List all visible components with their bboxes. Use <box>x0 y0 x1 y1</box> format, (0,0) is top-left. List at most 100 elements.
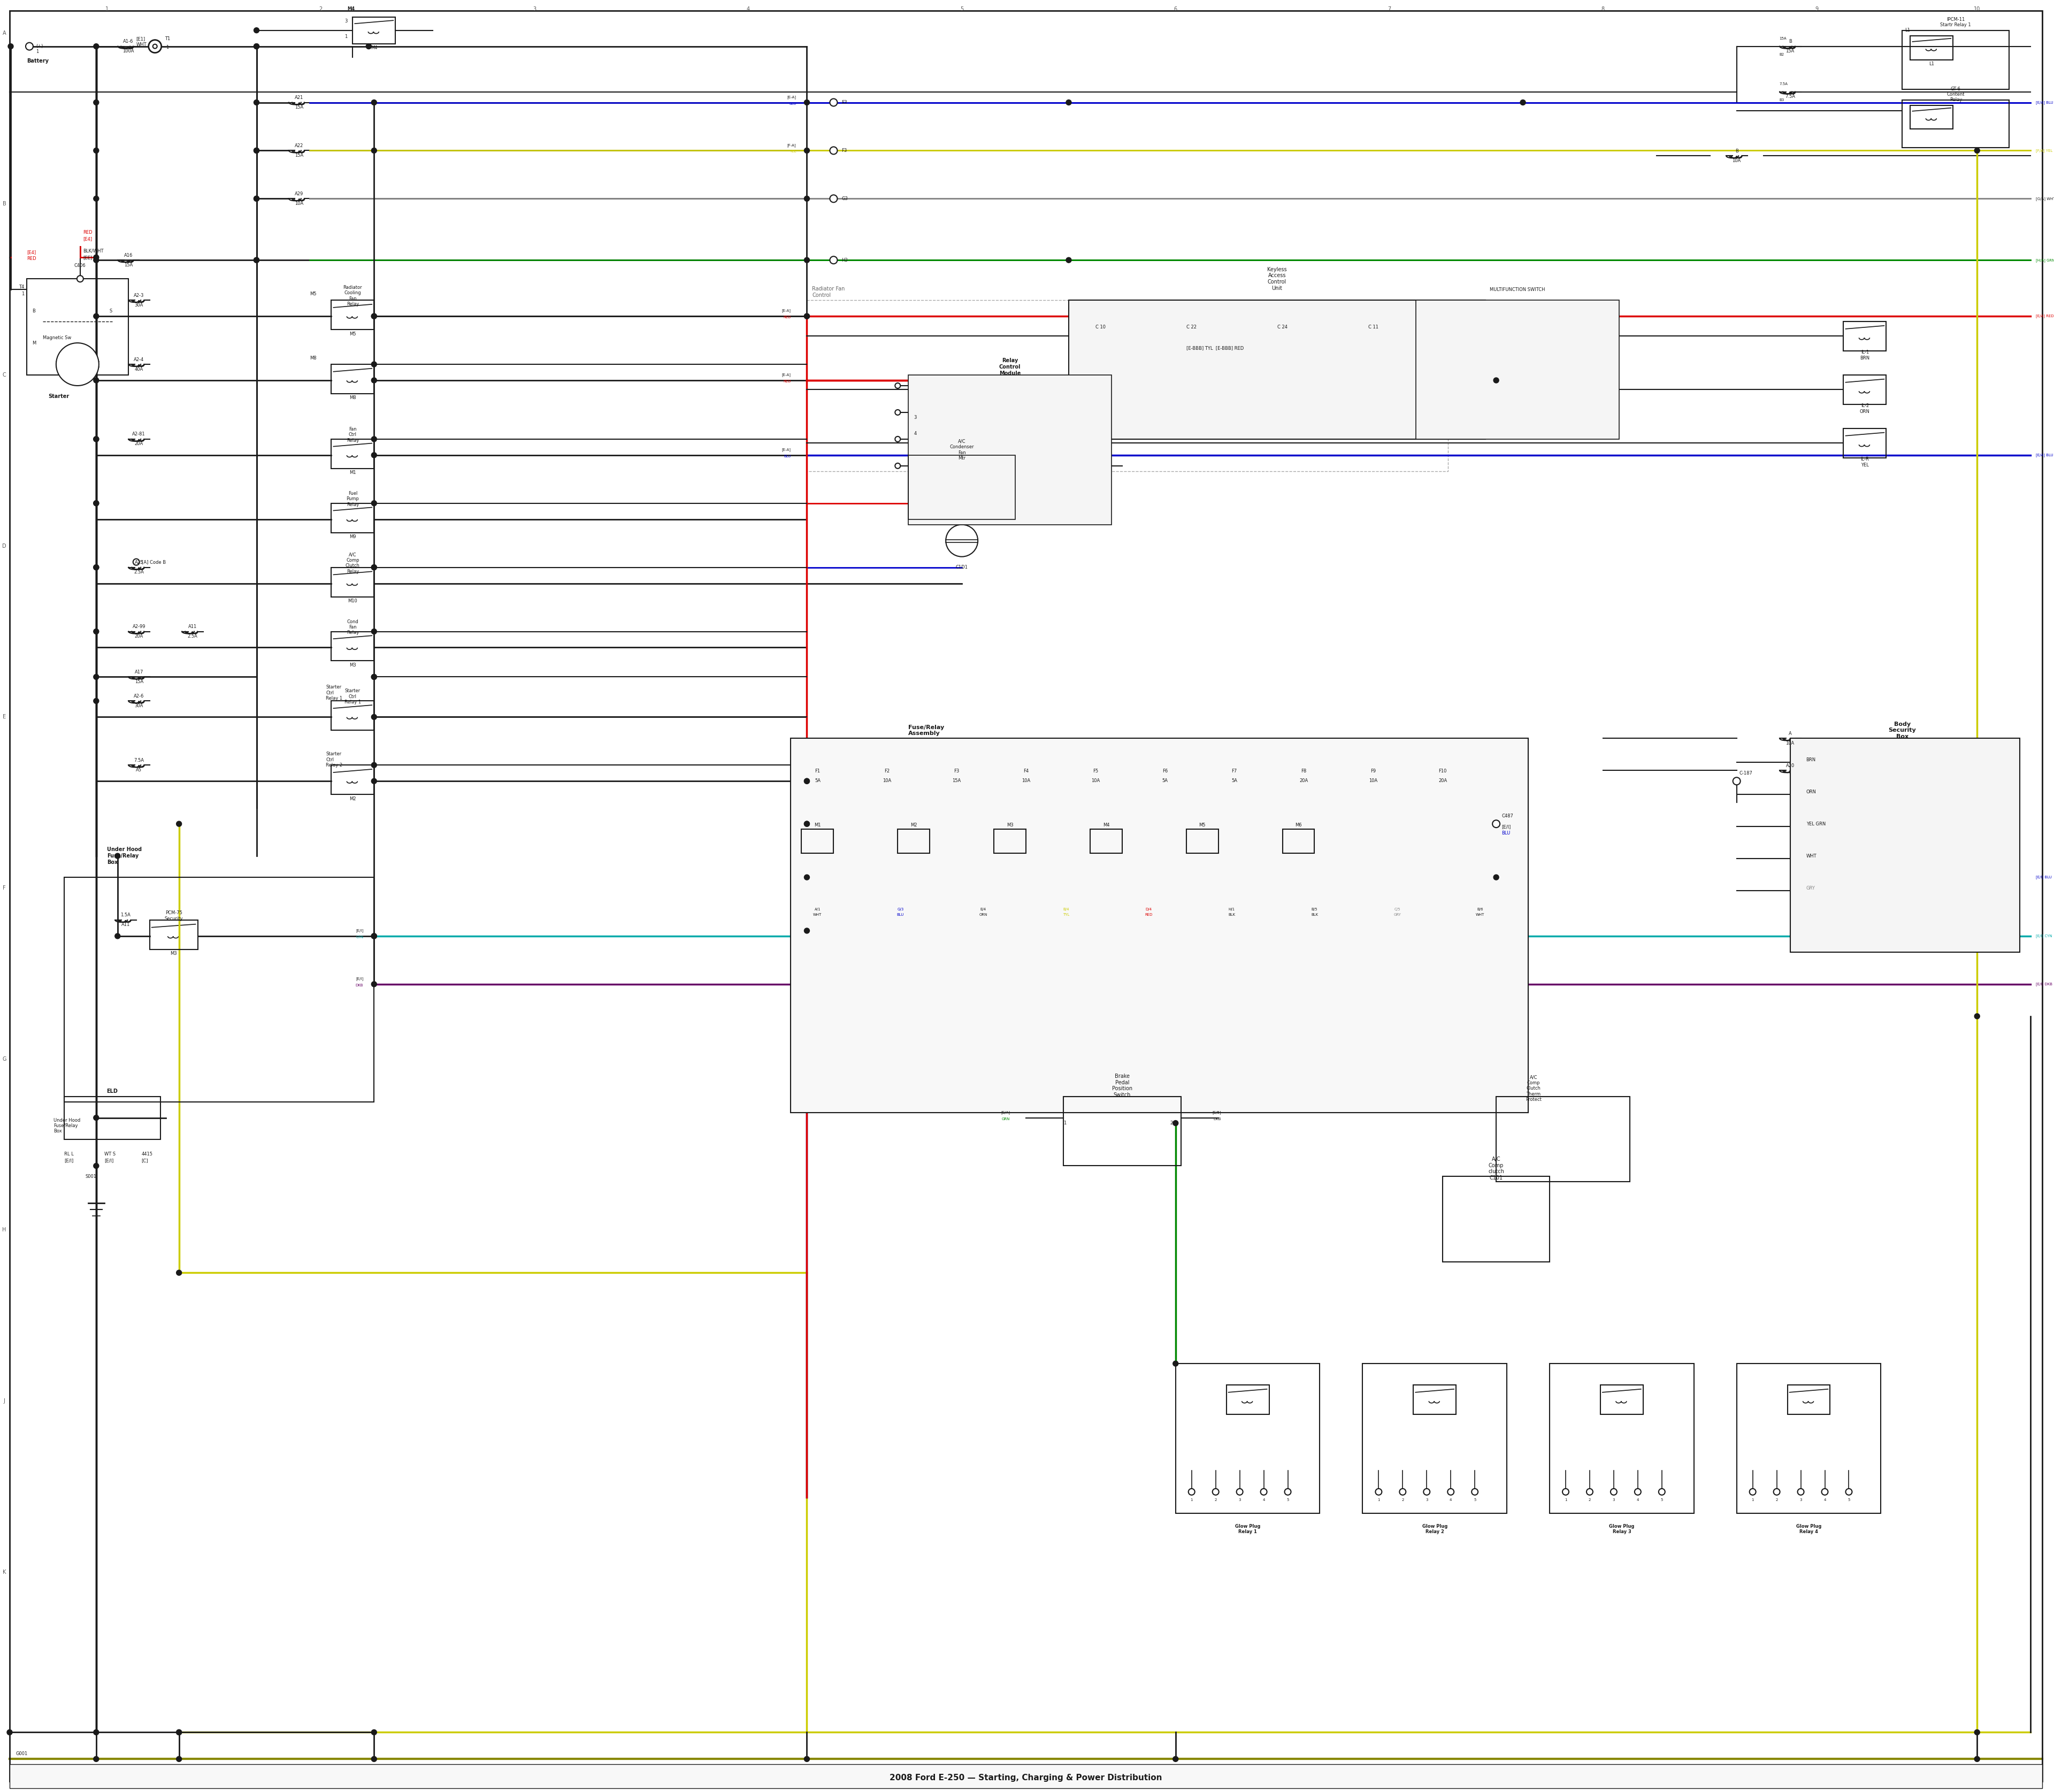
Text: BLU: BLU <box>898 914 904 916</box>
Text: M4: M4 <box>370 45 378 50</box>
Circle shape <box>94 1729 99 1735</box>
Text: [E/A] BLU: [E/A] BLU <box>2036 453 2054 457</box>
Text: A20: A20 <box>1785 763 1795 769</box>
Text: 1: 1 <box>35 48 39 54</box>
Circle shape <box>1066 258 1072 263</box>
Circle shape <box>94 699 99 704</box>
Text: IL-1
BRN: IL-1 BRN <box>1861 349 1869 360</box>
Text: 10A: 10A <box>1091 778 1099 783</box>
Text: 1: 1 <box>1191 1498 1193 1502</box>
Circle shape <box>255 43 259 48</box>
Circle shape <box>94 564 99 570</box>
Text: F5: F5 <box>1093 769 1099 774</box>
Circle shape <box>1734 778 1740 785</box>
Text: [E/5]: [E/5] <box>1212 1111 1220 1115</box>
Text: 20A: 20A <box>1300 778 1308 783</box>
Text: A/C
Comp
Clutch
Relay: A/C Comp Clutch Relay <box>345 552 359 573</box>
Text: Cond
Fan
Relay: Cond Fan Relay <box>347 620 359 634</box>
Text: B/5: B/5 <box>1310 909 1317 910</box>
Circle shape <box>177 1756 181 1762</box>
Text: F7: F7 <box>1232 769 1237 774</box>
Text: 6: 6 <box>1175 5 1177 11</box>
Text: 10A: 10A <box>296 201 304 206</box>
Text: WHT: WHT <box>1805 853 1816 858</box>
Text: C/5: C/5 <box>1395 909 1401 910</box>
Text: 5: 5 <box>1849 1498 1851 1502</box>
Text: 4: 4 <box>1824 1498 1826 1502</box>
Text: [E/A] RED: [E/A] RED <box>2036 314 2054 317</box>
Text: C 24: C 24 <box>1278 324 1288 330</box>
Text: 4: 4 <box>1637 1498 1639 1502</box>
Text: 15A: 15A <box>123 262 134 267</box>
Circle shape <box>805 258 809 263</box>
Text: Relay
Control
Module: Relay Control Module <box>998 358 1021 376</box>
Text: 15A: 15A <box>296 106 304 109</box>
Text: [E-A]: [E-A] <box>783 373 791 376</box>
Bar <box>1910 106 1953 129</box>
Circle shape <box>372 934 376 939</box>
Bar <box>898 830 930 853</box>
Text: T1: T1 <box>164 36 170 41</box>
Circle shape <box>1173 1360 1179 1366</box>
Bar <box>331 701 374 731</box>
Circle shape <box>94 378 99 383</box>
Bar <box>908 375 1111 525</box>
Circle shape <box>1189 1489 1195 1495</box>
Text: ORN: ORN <box>980 914 988 916</box>
Text: C-187: C-187 <box>1740 771 1752 776</box>
Text: M6: M6 <box>1296 823 1302 828</box>
Text: 5A: 5A <box>1163 778 1169 783</box>
Text: 100A: 100A <box>123 48 134 54</box>
Text: A2-6: A2-6 <box>134 694 144 699</box>
Text: 10A: 10A <box>1368 778 1378 783</box>
Circle shape <box>372 934 376 939</box>
Text: M: M <box>33 340 35 346</box>
Bar <box>331 631 374 661</box>
Text: 3: 3 <box>345 18 347 23</box>
Circle shape <box>805 314 809 319</box>
Circle shape <box>94 629 99 634</box>
Circle shape <box>1173 1756 1179 1762</box>
Text: Starter
Ctrl
Relay 1: Starter Ctrl Relay 1 <box>345 688 362 704</box>
Text: IPCM-11
Startr Relay 1: IPCM-11 Startr Relay 1 <box>1941 18 1972 27</box>
Text: H/1: H/1 <box>1228 909 1234 910</box>
Bar <box>791 738 1528 1113</box>
Circle shape <box>115 934 121 939</box>
Circle shape <box>94 437 99 443</box>
Text: F4: F4 <box>1023 769 1029 774</box>
Circle shape <box>372 314 376 319</box>
Circle shape <box>805 314 809 319</box>
Text: RED: RED <box>82 229 92 235</box>
Text: A/C
Comp
Clutch
Therm
Protect: A/C Comp Clutch Therm Protect <box>1526 1075 1543 1102</box>
Text: E3: E3 <box>842 100 848 106</box>
Bar <box>807 301 1448 471</box>
Text: [E-A]: [E-A] <box>783 448 791 452</box>
Text: [E/I] BLU: [E/I] BLU <box>2036 876 2052 880</box>
Text: 5A: 5A <box>1232 778 1237 783</box>
Bar <box>1902 100 2009 149</box>
Bar <box>1910 36 1953 59</box>
Text: BLK: BLK <box>1310 914 1319 916</box>
Circle shape <box>94 149 99 152</box>
Circle shape <box>830 256 838 263</box>
Text: Glow Plug
Relay 2: Glow Plug Relay 2 <box>1421 1523 1448 1534</box>
Text: [E4]: [E4] <box>27 249 35 254</box>
Circle shape <box>1423 1489 1430 1495</box>
Text: [H/A] GRN: [H/A] GRN <box>2036 258 2054 262</box>
Text: L1: L1 <box>1929 61 1935 66</box>
Circle shape <box>177 1271 181 1276</box>
Circle shape <box>1376 1489 1382 1495</box>
Text: S: S <box>109 308 113 314</box>
Text: F10: F10 <box>1438 769 1446 774</box>
Text: IL-2
ORN: IL-2 ORN <box>1859 403 1869 414</box>
Circle shape <box>255 195 259 201</box>
Text: A2-99: A2-99 <box>131 624 146 629</box>
Bar <box>1175 1364 1321 1512</box>
Text: 3: 3 <box>1612 1498 1614 1502</box>
Text: Battery: Battery <box>27 57 49 63</box>
Bar <box>1844 428 1886 457</box>
Text: 1: 1 <box>1064 1120 1066 1125</box>
Text: F9: F9 <box>1370 769 1376 774</box>
Text: 20A: 20A <box>136 634 144 638</box>
Text: 2008 Ford E-250 — Starting, Charging & Power Distribution: 2008 Ford E-250 — Starting, Charging & P… <box>889 1774 1163 1781</box>
